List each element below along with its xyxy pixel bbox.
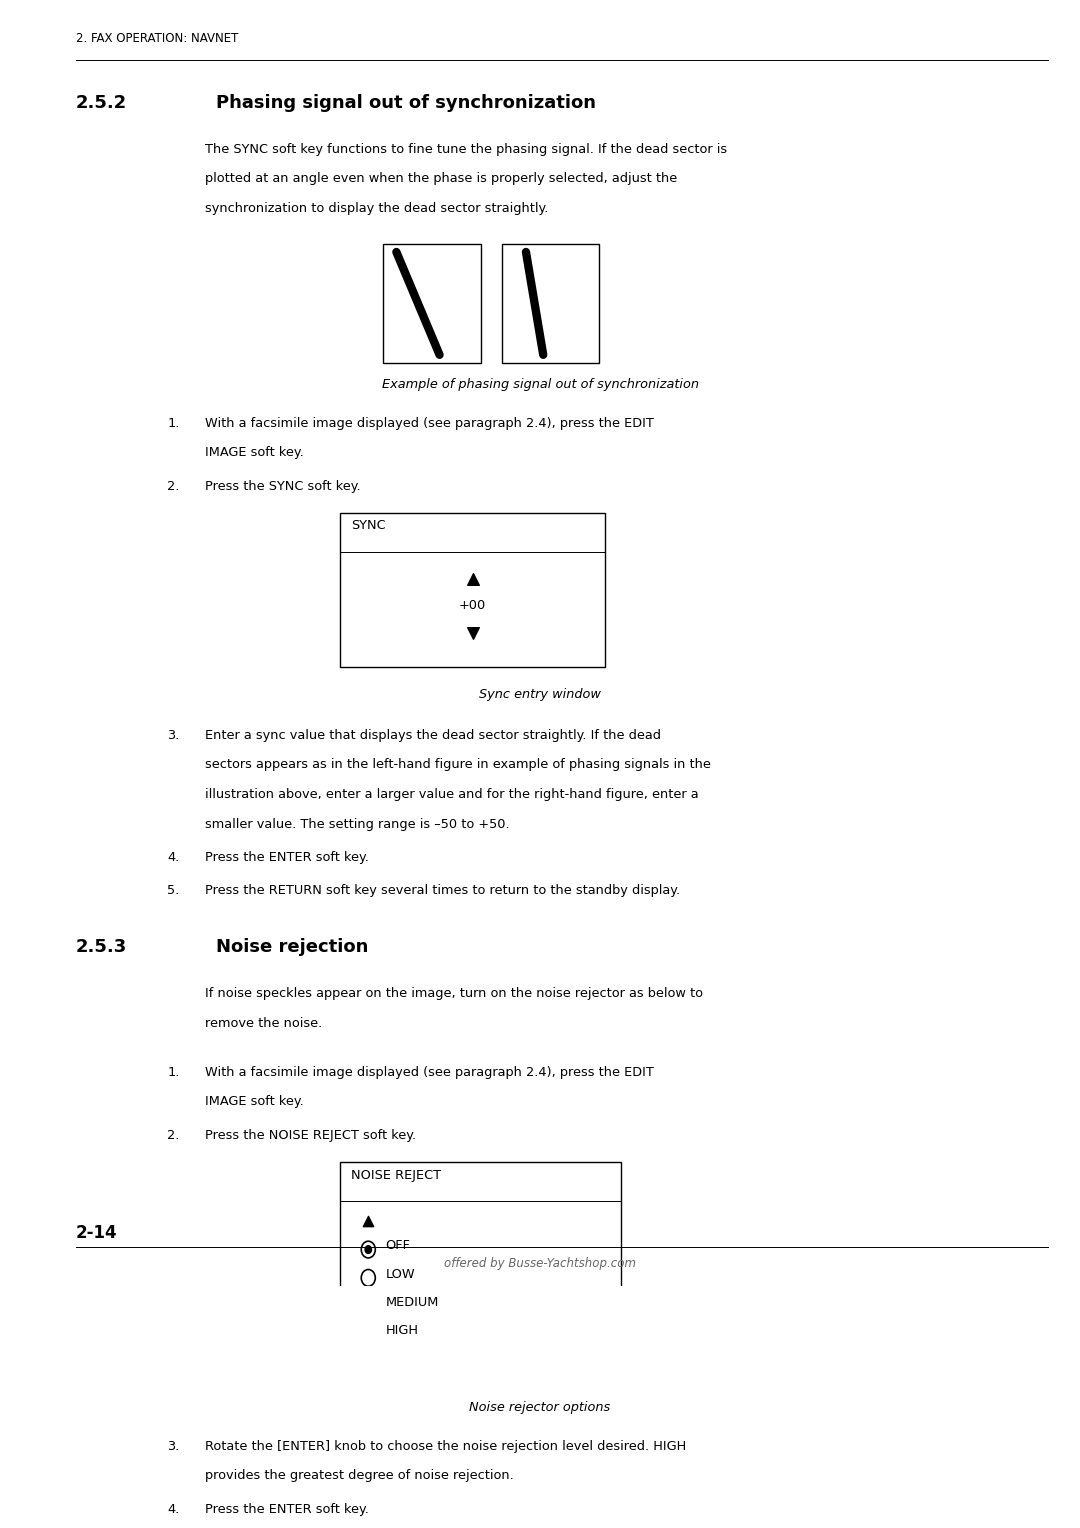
Text: 2-14: 2-14 bbox=[76, 1224, 118, 1242]
Text: Press the NOISE REJECT soft key.: Press the NOISE REJECT soft key. bbox=[205, 1129, 416, 1141]
Text: 2.5.3: 2.5.3 bbox=[76, 938, 126, 957]
Text: 1.: 1. bbox=[167, 417, 179, 429]
Text: LOW: LOW bbox=[386, 1268, 415, 1280]
Text: Press the RETURN soft key several times to return to the standby display.: Press the RETURN soft key several times … bbox=[205, 885, 680, 897]
Text: Rotate the [ENTER] knob to choose the noise rejection level desired. HIGH: Rotate the [ENTER] knob to choose the no… bbox=[205, 1439, 687, 1453]
Text: 2.: 2. bbox=[167, 1129, 179, 1141]
Text: +00: +00 bbox=[459, 599, 486, 613]
Text: SYNC: SYNC bbox=[351, 520, 386, 532]
Text: 2.: 2. bbox=[167, 480, 179, 492]
Text: 3.: 3. bbox=[167, 729, 179, 743]
Text: If noise speckles appear on the image, turn on the noise rejector as below to: If noise speckles appear on the image, t… bbox=[205, 987, 703, 1001]
Text: 1.: 1. bbox=[167, 1065, 179, 1079]
Text: 2.5.2: 2.5.2 bbox=[76, 93, 126, 112]
Text: OFF: OFF bbox=[386, 1239, 410, 1253]
Text: Press the ENTER soft key.: Press the ENTER soft key. bbox=[205, 1504, 369, 1516]
Point bbox=[360, 1343, 377, 1368]
Text: synchronization to display the dead sector straightly.: synchronization to display the dead sect… bbox=[205, 202, 549, 215]
Point bbox=[464, 567, 482, 591]
Text: With a facsimile image displayed (see paragraph 2.4), press the EDIT: With a facsimile image displayed (see pa… bbox=[205, 1065, 654, 1079]
Text: MEDIUM: MEDIUM bbox=[386, 1296, 438, 1309]
Text: Enter a sync value that displays the dead sector straightly. If the dead: Enter a sync value that displays the dea… bbox=[205, 729, 661, 743]
Point bbox=[464, 620, 482, 645]
Text: smaller value. The setting range is –50 to +50.: smaller value. The setting range is –50 … bbox=[205, 817, 510, 831]
Text: illustration above, enter a larger value and for the right-hand figure, enter a: illustration above, enter a larger value… bbox=[205, 788, 699, 801]
Text: IMAGE soft key.: IMAGE soft key. bbox=[205, 446, 303, 458]
Text: Noise rejector options: Noise rejector options bbox=[470, 1401, 610, 1415]
Text: HIGH: HIGH bbox=[386, 1325, 419, 1337]
Text: 2. FAX OPERATION: NAVNET: 2. FAX OPERATION: NAVNET bbox=[76, 32, 238, 46]
Text: 5.: 5. bbox=[167, 885, 179, 897]
Bar bbox=[340, 513, 605, 668]
Bar bbox=[502, 244, 599, 362]
Text: The SYNC soft key functions to fine tune the phasing signal. If the dead sector : The SYNC soft key functions to fine tune… bbox=[205, 142, 727, 156]
Text: 4.: 4. bbox=[167, 1504, 179, 1516]
Text: 4.: 4. bbox=[167, 851, 179, 863]
Text: sectors appears as in the left-hand figure in example of phasing signals in the: sectors appears as in the left-hand figu… bbox=[205, 758, 711, 772]
Text: IMAGE soft key.: IMAGE soft key. bbox=[205, 1096, 303, 1108]
Text: Press the SYNC soft key.: Press the SYNC soft key. bbox=[205, 480, 361, 492]
Text: plotted at an angle even when the phase is properly selected, adjust the: plotted at an angle even when the phase … bbox=[205, 173, 677, 185]
Text: Example of phasing signal out of synchronization: Example of phasing signal out of synchro… bbox=[381, 377, 699, 391]
Text: With a facsimile image displayed (see paragraph 2.4), press the EDIT: With a facsimile image displayed (see pa… bbox=[205, 417, 654, 429]
Text: offered by Busse-Yachtshop.com: offered by Busse-Yachtshop.com bbox=[444, 1258, 636, 1270]
Text: Phasing signal out of synchronization: Phasing signal out of synchronization bbox=[216, 93, 596, 112]
Text: NOISE REJECT: NOISE REJECT bbox=[351, 1169, 441, 1181]
Circle shape bbox=[365, 1245, 372, 1253]
Point bbox=[360, 1209, 377, 1233]
Bar bbox=[383, 244, 481, 362]
Text: Press the ENTER soft key.: Press the ENTER soft key. bbox=[205, 851, 369, 863]
Text: Sync entry window: Sync entry window bbox=[480, 688, 600, 701]
Text: 3.: 3. bbox=[167, 1439, 179, 1453]
Text: Noise rejection: Noise rejection bbox=[216, 938, 368, 957]
Text: remove the noise.: remove the noise. bbox=[205, 1018, 323, 1030]
Bar bbox=[340, 1163, 621, 1381]
Text: provides the greatest degree of noise rejection.: provides the greatest degree of noise re… bbox=[205, 1470, 514, 1482]
